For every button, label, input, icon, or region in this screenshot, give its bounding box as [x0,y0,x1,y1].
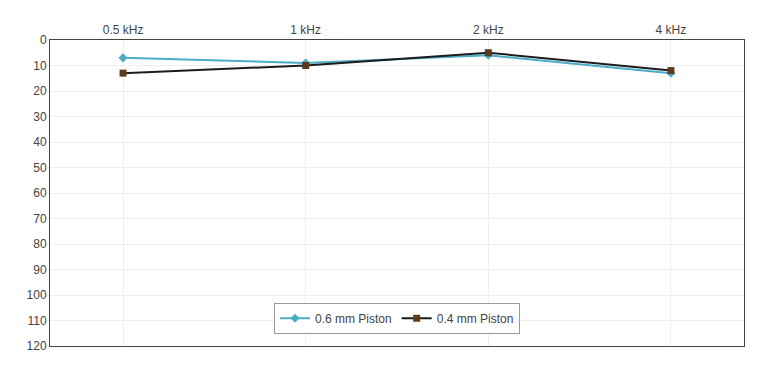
svg-text:0.6 mm Piston: 0.6 mm Piston [315,312,392,326]
svg-text:50: 50 [33,161,47,175]
svg-text:2 kHz: 2 kHz [473,23,504,37]
svg-text:0.4 mm Piston: 0.4 mm Piston [437,312,514,326]
svg-text:100: 100 [27,288,47,302]
svg-text:20: 20 [33,84,47,98]
svg-text:90: 90 [33,263,47,277]
svg-text:80: 80 [33,237,47,251]
svg-text:120: 120 [27,339,47,353]
svg-text:0.5 kHz: 0.5 kHz [103,23,144,37]
svg-text:10: 10 [33,59,47,73]
svg-text:1 kHz: 1 kHz [290,23,321,37]
svg-text:40: 40 [33,135,47,149]
svg-text:70: 70 [33,212,47,226]
svg-text:110: 110 [27,314,46,328]
svg-text:0: 0 [40,33,47,47]
svg-text:4 kHz: 4 kHz [656,23,687,37]
svg-text:60: 60 [33,186,47,200]
svg-text:30: 30 [33,110,47,124]
